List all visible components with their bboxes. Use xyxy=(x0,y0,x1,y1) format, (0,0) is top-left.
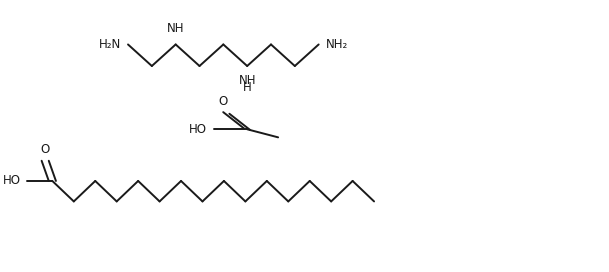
Text: NH₂: NH₂ xyxy=(326,38,348,51)
Text: H: H xyxy=(243,81,252,94)
Text: NH: NH xyxy=(167,22,185,35)
Text: HO: HO xyxy=(189,123,207,136)
Text: O: O xyxy=(219,95,228,108)
Text: O: O xyxy=(41,143,50,156)
Text: NH: NH xyxy=(238,74,256,87)
Text: H₂N: H₂N xyxy=(99,38,121,51)
Text: HO: HO xyxy=(4,174,21,187)
